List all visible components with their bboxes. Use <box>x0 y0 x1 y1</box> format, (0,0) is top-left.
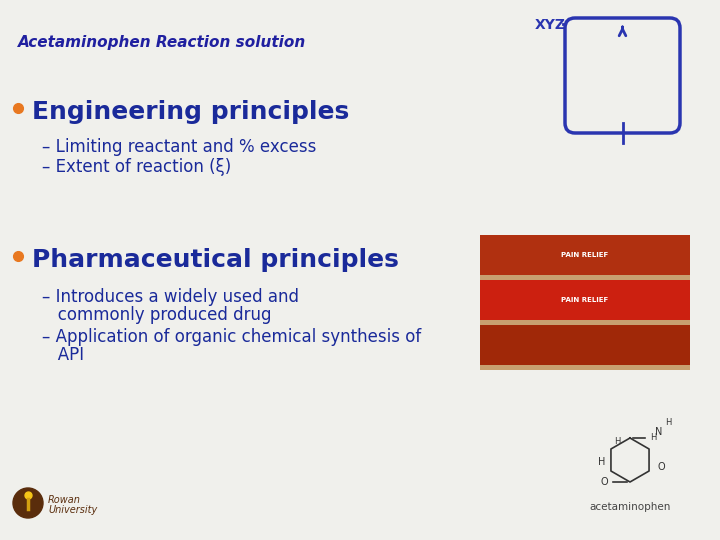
Text: Pharmaceutical principles: Pharmaceutical principles <box>32 248 399 272</box>
Text: – Limiting reactant and % excess: – Limiting reactant and % excess <box>42 138 316 156</box>
FancyBboxPatch shape <box>480 325 690 365</box>
Text: – Introduces a widely used and: – Introduces a widely used and <box>42 288 299 306</box>
Text: University: University <box>48 505 97 515</box>
Text: Rowan: Rowan <box>48 495 81 505</box>
Text: PAIN RELIEF: PAIN RELIEF <box>562 297 608 303</box>
Circle shape <box>13 488 43 518</box>
Text: commonly produced drug: commonly produced drug <box>42 306 271 324</box>
Text: API: API <box>42 346 84 364</box>
Text: XYZ: XYZ <box>535 18 566 32</box>
FancyBboxPatch shape <box>565 18 680 133</box>
FancyBboxPatch shape <box>480 235 690 370</box>
Text: acetaminophen: acetaminophen <box>589 502 671 512</box>
Text: N: N <box>655 427 662 437</box>
Text: – Extent of reaction (ξ): – Extent of reaction (ξ) <box>42 158 231 176</box>
Text: PAIN RELIEF: PAIN RELIEF <box>562 252 608 258</box>
Text: Acetaminophen Reaction solution: Acetaminophen Reaction solution <box>18 35 306 50</box>
Text: Engineering principles: Engineering principles <box>32 100 349 124</box>
Text: H: H <box>665 418 671 427</box>
Text: – Application of organic chemical synthesis of: – Application of organic chemical synthe… <box>42 328 421 346</box>
FancyBboxPatch shape <box>480 280 690 320</box>
Text: O: O <box>658 462 665 472</box>
Text: H: H <box>650 434 657 442</box>
FancyBboxPatch shape <box>480 235 690 275</box>
Text: O: O <box>600 477 608 487</box>
Text: H: H <box>614 437 621 446</box>
Text: H: H <box>598 457 606 467</box>
